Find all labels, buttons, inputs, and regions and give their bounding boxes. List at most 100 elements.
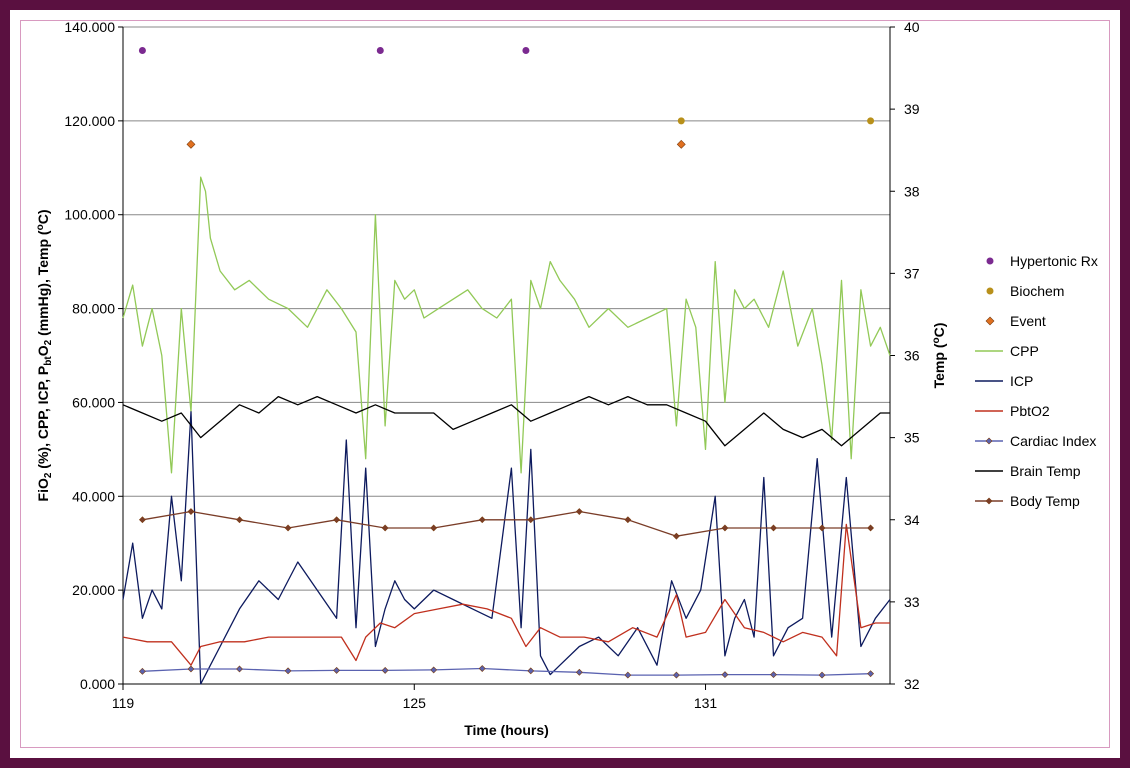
event-point [186,139,196,149]
axis-title-part: 2 [43,339,54,345]
brain-temp-line [122,395,890,447]
body-temp-point [527,516,535,524]
y2-tick-label: 33 [904,594,920,610]
hypertonic-rx-point [522,46,530,54]
axis-title-part: bt [43,356,54,366]
body-temp-point [575,508,583,515]
legend-label-brain-temp: Brain Temp [1010,463,1081,479]
series-layer [122,46,891,685]
axis-title-part: o [931,337,942,343]
chart-frame-inner [20,20,1110,748]
legend-label-cpp: CPP [1010,343,1039,359]
y-tick-label: 100.000 [64,207,115,223]
legend-label-pbto2: PbtO2 [1010,403,1050,419]
y2-tick-label: 39 [904,101,920,117]
cardiac-index-point [333,666,341,674]
y2-tick-label: 34 [904,512,920,528]
body-temp-point [770,524,777,532]
body-temp-point [624,516,632,524]
y-axis-title: FiO2 (%), CPP, ICP, PbtO2 (mmHg), Temp (… [35,210,54,502]
y-tick-label: 20.000 [72,582,115,598]
cpp-line [122,176,891,474]
axis-title-part: FiO [35,478,51,501]
body-temp-point [333,516,341,524]
y2-tick-label: 35 [904,430,920,446]
legend-marker-body-temp [985,497,993,505]
y2-tick-label: 32 [904,676,920,692]
body-temp-point [284,524,292,532]
cardiac-index-point [138,667,146,675]
cardiac-index-point [284,667,292,675]
y-tick-label: 40.000 [72,488,115,504]
axis-title-part: (mmHg), Temp ( [35,230,51,340]
x-axis-title: Time (hours) [464,722,549,738]
axis-title-part: (%), CPP, ICP, P [35,366,51,473]
hypertonic-rx-point [376,46,384,54]
x-tick-label: 125 [403,695,427,711]
axis-title-part: 2 [43,472,54,478]
cardiac-index-point [575,668,583,676]
legend-label-cardiac-index: Cardiac Index [1010,433,1096,449]
legend-label-icp: ICP [1010,373,1033,389]
y-tick-label: 60.000 [72,394,115,410]
y2-tick-label: 38 [904,183,920,199]
body-temp-line [142,510,871,537]
body-temp-point [867,524,875,532]
cardiac-index-line [142,667,871,676]
cardiac-index-point [187,665,195,673]
cardiac-index-point [721,671,729,679]
cardiac-index-point [867,670,875,678]
event-point [676,139,686,149]
biochem-point [677,117,685,125]
y2-tick-label: 40 [904,19,920,35]
x-tick-label: 119 [112,695,135,711]
legend: Hypertonic Rx Biochem Event CPP ICP PbtO2 Card… [975,253,1098,509]
x-tick-label: 131 [694,695,718,711]
axis-title-part: Temp ( [931,343,947,388]
cardiac-index-point [381,666,389,674]
axis-title-part: C) [931,323,947,338]
icp-line [122,411,891,685]
body-temp-point [721,524,729,532]
tick-labels: 0.000 20.000 40.000 60.000 80.000 100.000 120.… [64,19,919,711]
legend-marker-cardiac-index [985,437,993,445]
y-tick-label: 0.000 [80,676,115,692]
axis-title-part: O [35,345,51,356]
pbto2-line [122,523,890,666]
y2-tick-label: 37 [904,265,920,281]
axis-title-part: C) [35,210,51,225]
cardiac-index-point [672,671,680,679]
cardiac-index-point [818,671,826,679]
legend-label-body-temp: Body Temp [1010,493,1080,509]
cardiac-index-point [478,665,486,672]
legend-swatch-hypertonic-rx [986,257,994,265]
cardiac-index-point [430,666,438,674]
legend-swatch-event [985,316,995,326]
body-temp-point [818,524,826,532]
body-temp-point [187,508,195,515]
gridlines [123,26,890,591]
cardiac-index-point [770,671,777,679]
legend-swatch-biochem [986,287,994,295]
y-tick-label: 120.000 [64,113,115,129]
legend-label-event: Event [1010,313,1046,329]
cardiac-index-point [624,671,632,679]
hypertonic-rx-point [138,46,146,54]
y-tick-label: 140.000 [64,19,115,35]
body-temp-point [478,516,486,524]
legend-label-biochem: Biochem [1010,283,1064,299]
axis-title-part: o [35,224,46,230]
cardiac-index-point [236,665,243,673]
y-tick-label: 80.000 [72,301,115,317]
legend-label-hypertonic-rx: Hypertonic Rx [1010,253,1098,269]
y2-axis-title: Temp (oC) [931,323,947,389]
body-temp-point [430,524,438,532]
body-temp-point [672,532,680,540]
biochem-point [867,117,875,125]
body-temp-point [381,524,389,532]
axes [118,26,895,690]
body-temp-point [236,516,243,524]
body-temp-point [138,516,146,524]
cardiac-index-point [527,667,535,675]
